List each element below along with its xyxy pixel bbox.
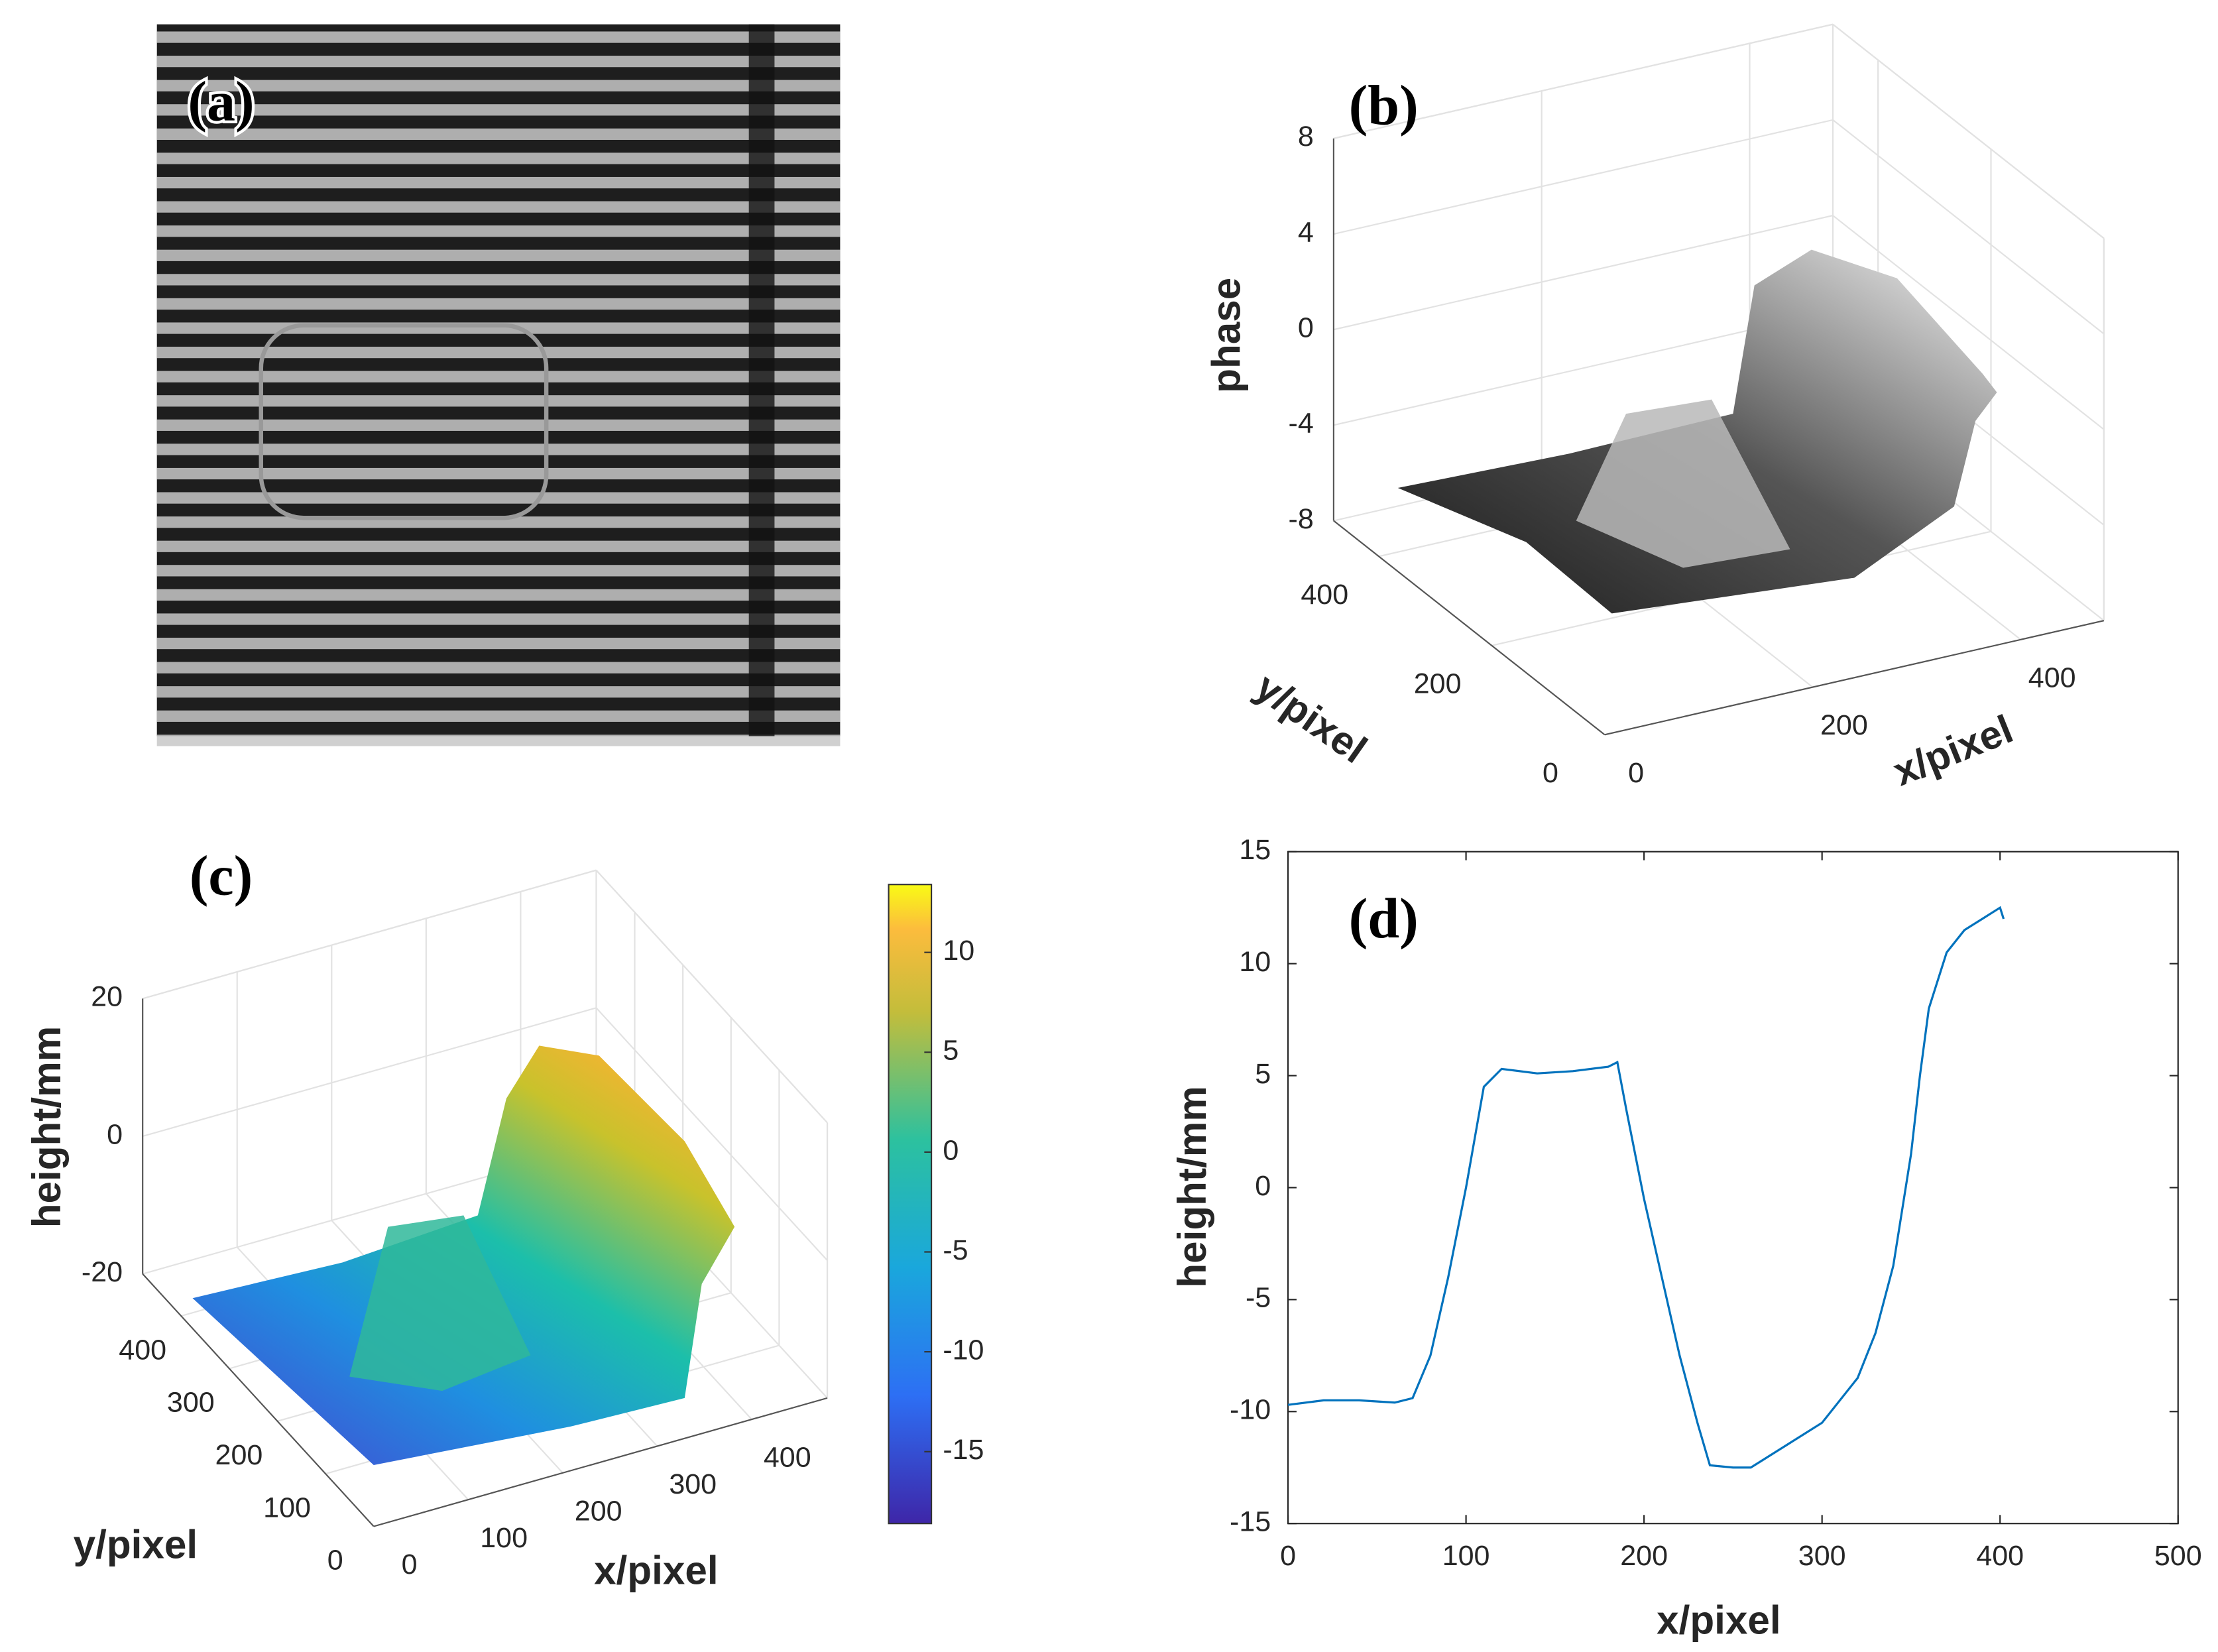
x-tick-label: 500 (2154, 1540, 2202, 1572)
fringe (156, 347, 841, 359)
fringe (156, 686, 841, 698)
z-tick-label: -8 (1289, 503, 1314, 535)
fringe (156, 492, 841, 504)
y-tick-label: 0 (327, 1545, 343, 1576)
x-tick-label: 0 (402, 1549, 418, 1580)
x-tick-label: 400 (1976, 1540, 2024, 1572)
x-tick-label: 400 (764, 1442, 811, 1474)
object (259, 323, 549, 520)
x-tick-label: 0 (1628, 757, 1644, 789)
fringe (156, 419, 841, 431)
panel-label: (b) (1349, 74, 1419, 137)
z-grid-line (595, 869, 828, 1124)
z-tick-label: 0 (1298, 312, 1314, 344)
fringe (156, 662, 841, 674)
y-tick-label: 400 (1301, 579, 1348, 611)
fringe (156, 637, 841, 650)
fringe (156, 443, 841, 455)
plot-frame (1287, 851, 2179, 1525)
data-line (1287, 906, 2005, 1469)
fringe (156, 152, 841, 164)
y-tick-label: 100 (263, 1492, 311, 1523)
panel-label: (c) (190, 844, 253, 908)
x-axis-label: x/pixel (1657, 1598, 1781, 1643)
y-tick-label: 0 (1255, 1170, 1271, 1202)
fringe (156, 298, 841, 310)
y-axis (1333, 520, 1605, 736)
x-tick-label: 200 (1820, 709, 1868, 741)
z-tick-label: -20 (82, 1256, 123, 1288)
y-axis-label: y/pixel (1248, 664, 1375, 772)
panel-label: (d) (1349, 886, 1419, 950)
fringe (156, 589, 841, 601)
x-tick-label: 100 (1442, 1540, 1490, 1572)
colorbar-tick-label: -5 (943, 1234, 968, 1266)
fringe (156, 80, 841, 91)
y-tick-label: 200 (215, 1439, 263, 1471)
fringe (156, 371, 841, 383)
z-tick-label: 20 (91, 981, 123, 1013)
x-axis-label: x/pixel (1887, 706, 2018, 794)
y-axis (142, 1273, 375, 1527)
fringe (156, 274, 841, 286)
y-tick-label: -10 (1230, 1394, 1271, 1426)
fringe-image (156, 24, 841, 746)
fringe (156, 31, 841, 43)
y-tick-label: 10 (1239, 946, 1271, 978)
x-tick-label: 300 (1798, 1540, 1846, 1572)
fringe (156, 201, 841, 213)
y-tick-label: 300 (167, 1387, 215, 1419)
x-axis-label: x/pixel (594, 1547, 719, 1592)
fringe (156, 395, 841, 407)
fringe (156, 467, 841, 480)
panel-label: (a) (188, 69, 254, 133)
fringe (156, 225, 841, 237)
colorbar-tick-label: -10 (943, 1334, 984, 1366)
surface-bump (349, 1215, 531, 1391)
fringe (156, 104, 841, 116)
y-tick-label: 15 (1239, 834, 1271, 866)
fringe (156, 565, 841, 577)
fringe (156, 249, 841, 261)
y-axis-label: y/pixel (74, 1522, 198, 1567)
x-tick-label: 200 (1620, 1540, 1668, 1572)
fringe (156, 710, 841, 722)
colorbar-tick-label: 5 (943, 1035, 959, 1067)
x-axis (373, 1397, 828, 1527)
z-tick-label: 4 (1298, 216, 1314, 248)
x-tick-label: 0 (1280, 1540, 1296, 1572)
z-tick-label: 8 (1298, 121, 1314, 152)
fringe (156, 735, 841, 746)
fringe (156, 176, 841, 189)
y-axis-label: height/mm (1169, 1086, 1214, 1288)
z-grid-line (1333, 23, 1834, 139)
x-tick-label: 200 (575, 1495, 622, 1527)
dark-band (748, 24, 775, 737)
z-grid-line (1832, 23, 2105, 239)
y-tick-label: -15 (1230, 1506, 1271, 1538)
fringe (156, 540, 841, 552)
z-tick-label: -4 (1289, 408, 1314, 440)
colorbar-tick-label: 0 (943, 1134, 959, 1166)
z-axis-label: phase (1204, 278, 1249, 393)
colorbar (888, 884, 933, 1525)
y-tick-label: -5 (1246, 1282, 1271, 1314)
x-axis (1604, 620, 2105, 736)
y-tick-label: 200 (1414, 668, 1462, 699)
fringe (156, 613, 841, 625)
y-tick-label: 400 (119, 1334, 166, 1366)
fringe (156, 56, 841, 68)
z-tick-label: 0 (107, 1118, 123, 1150)
x-tick-label: 100 (480, 1522, 528, 1554)
x-tick-label: 400 (2028, 662, 2076, 693)
colorbar-tick-label: -15 (943, 1434, 984, 1466)
z-axis-label: height/mm (24, 1026, 69, 1228)
colorbar-tick-label: 10 (943, 935, 974, 967)
y-tick-label: 0 (1543, 757, 1558, 789)
x-tick-label: 300 (669, 1468, 717, 1500)
fringe (156, 128, 841, 140)
y-tick-label: 5 (1255, 1058, 1271, 1090)
surface-bump (1576, 399, 1790, 568)
